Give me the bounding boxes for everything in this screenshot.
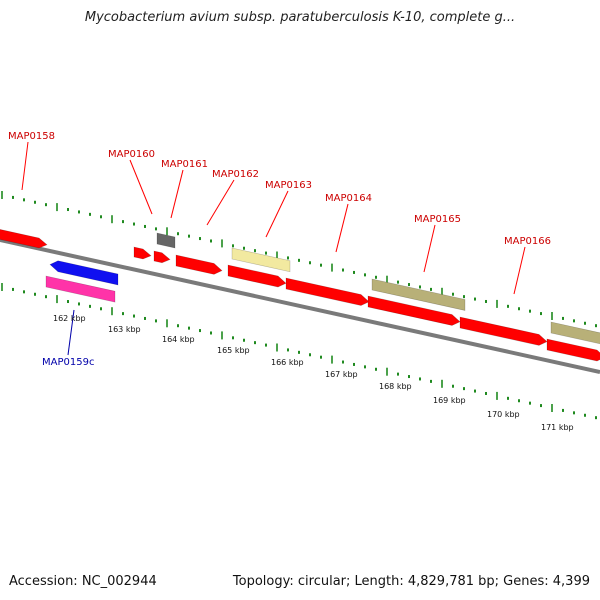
gene-arrow-map0166: [459, 316, 548, 346]
leader-map0166: [513, 246, 526, 295]
gene-box-map0163: [231, 247, 291, 273]
kbp-label: 164 kbp: [162, 335, 195, 344]
kbp-label: 163 kbp: [108, 325, 141, 334]
gene-label-map0162[interactable]: MAP0162: [212, 169, 259, 180]
leader-map0159c: [67, 309, 75, 356]
gene-label-map0159c[interactable]: MAP0159c: [42, 357, 94, 368]
topology-text: Topology: circular; Length: 4,829,781 bp…: [232, 574, 590, 589]
gene-box-map0167: [550, 321, 600, 345]
kbp-label: 167 kbp: [325, 370, 358, 379]
kbp-label: 169 kbp: [433, 396, 466, 405]
gene-label-map0164[interactable]: MAP0164: [325, 193, 372, 204]
leader-map0158: [21, 141, 29, 191]
gene-arrow-map0165: [367, 295, 461, 326]
gene-box-map0159c: [45, 275, 116, 303]
map-title: Mycobacterium avium subsp. paratuberculo…: [84, 10, 516, 25]
gene-label-map0161[interactable]: MAP0161: [161, 159, 208, 170]
gene-arrow-map0163: [227, 264, 287, 288]
gene-box-map0161: [156, 232, 176, 249]
gene-label-leaders: [21, 141, 526, 356]
gene-label-map0165[interactable]: MAP0165: [414, 214, 461, 225]
gene-box-map0165: [371, 278, 466, 311]
kbp-label: 166 kbp: [271, 358, 304, 367]
kbp-label: 162 kbp: [53, 314, 86, 323]
gene-labels: MAP0158 MAP0160 MAP0161 MAP0162 MAP0163 …: [8, 131, 551, 368]
accession-text: Accession: NC_002944: [9, 574, 157, 589]
leader-map0161: [170, 169, 184, 219]
gene-arrow-map0158: [0, 229, 48, 249]
genome-backbone: [0, 238, 600, 374]
gene-arrow-map0161a: [153, 250, 171, 264]
gene-arrow-map0160: [133, 246, 152, 260]
gene-features: [0, 229, 600, 362]
kbp-label: 170 kbp: [487, 410, 520, 419]
gene-label-map0163[interactable]: MAP0163: [265, 180, 312, 191]
leader-map0162: [206, 179, 235, 226]
forward-tick-track: [1, 191, 597, 328]
gene-label-map0166[interactable]: MAP0166: [504, 236, 551, 247]
gene-label-map0160[interactable]: MAP0160: [108, 149, 155, 160]
kbp-label: 168 kbp: [379, 382, 412, 391]
leader-map0165: [423, 224, 436, 273]
kbp-label: 165 kbp: [217, 346, 250, 355]
kbp-label: 171 kbp: [541, 423, 574, 432]
leader-map0160: [129, 159, 153, 215]
gene-arrow-map0167: [546, 338, 600, 362]
gene-arrow-map0164: [285, 277, 370, 306]
kbp-scale-labels: 162 kbp 163 kbp 164 kbp 165 kbp 166 kbp …: [53, 314, 574, 432]
leader-map0164: [335, 203, 349, 253]
reverse-tick-track: [1, 283, 597, 420]
gene-label-map0158[interactable]: MAP0158: [8, 131, 55, 142]
leader-map0163: [265, 190, 289, 238]
gene-arrow-map0162: [175, 254, 223, 275]
gene-arrow-map0159c: [49, 260, 119, 286]
